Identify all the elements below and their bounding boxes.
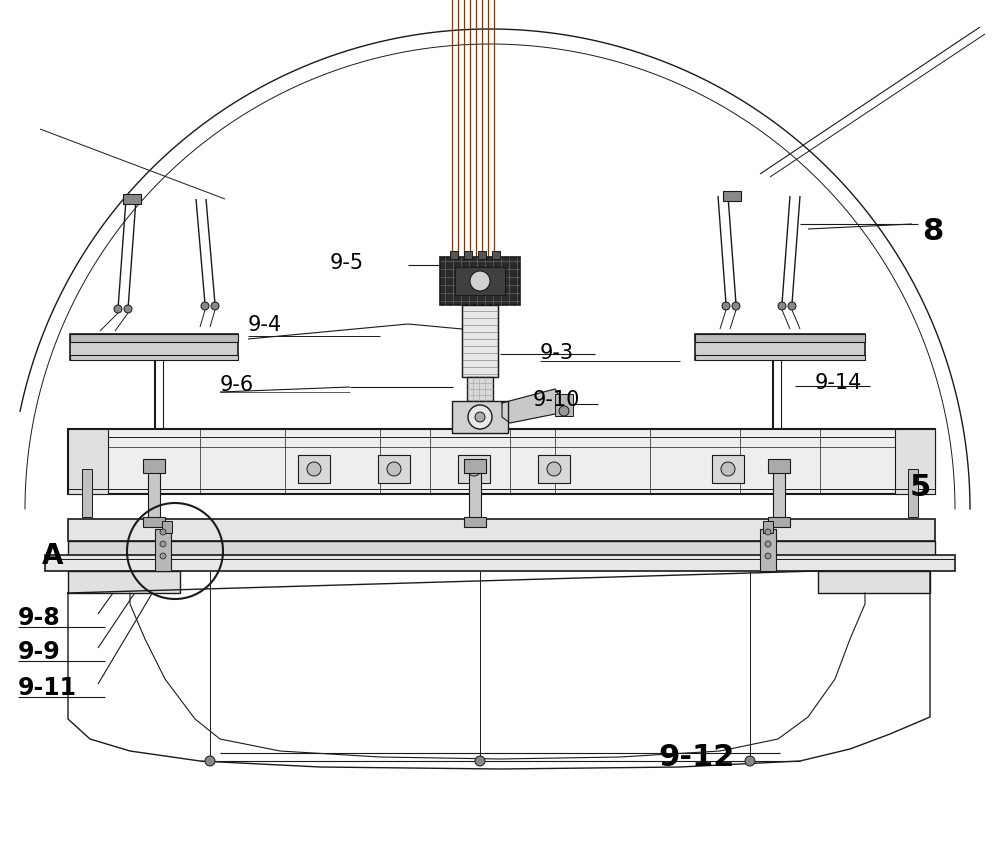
Bar xyxy=(143,459,165,473)
Bar xyxy=(464,459,486,473)
Circle shape xyxy=(547,463,561,476)
Bar xyxy=(773,469,785,524)
Bar xyxy=(155,529,171,571)
Bar xyxy=(378,456,410,484)
Bar xyxy=(763,522,773,533)
Circle shape xyxy=(778,303,786,311)
Bar xyxy=(478,252,486,260)
Bar xyxy=(695,334,865,343)
Bar xyxy=(818,571,930,593)
Text: 9-5: 9-5 xyxy=(330,252,364,273)
Text: A: A xyxy=(42,541,64,570)
Circle shape xyxy=(732,303,740,311)
Bar xyxy=(464,517,486,528)
Bar xyxy=(469,469,481,524)
Circle shape xyxy=(201,303,209,311)
Text: 9-4: 9-4 xyxy=(248,315,282,334)
Circle shape xyxy=(721,463,735,476)
Bar xyxy=(467,377,493,402)
Bar xyxy=(712,456,744,484)
Circle shape xyxy=(475,756,485,766)
Circle shape xyxy=(124,306,132,314)
Bar xyxy=(148,469,160,524)
Text: 9-10: 9-10 xyxy=(533,390,580,409)
Circle shape xyxy=(559,407,569,416)
Circle shape xyxy=(475,413,485,423)
Bar xyxy=(452,402,508,434)
Bar xyxy=(462,306,498,377)
Bar xyxy=(162,522,172,533)
Bar xyxy=(440,257,520,306)
Bar xyxy=(70,334,238,360)
Bar xyxy=(68,430,108,495)
Bar xyxy=(768,517,790,528)
Circle shape xyxy=(765,554,771,560)
Bar xyxy=(695,334,865,360)
Bar xyxy=(695,355,865,360)
Text: 8: 8 xyxy=(922,217,943,246)
Text: 9-8: 9-8 xyxy=(18,605,61,630)
Circle shape xyxy=(114,306,122,314)
Circle shape xyxy=(387,463,401,476)
Bar xyxy=(464,252,472,260)
Bar xyxy=(555,394,573,416)
Text: 5: 5 xyxy=(910,473,931,502)
Text: 9-14: 9-14 xyxy=(815,372,862,392)
Bar xyxy=(908,469,918,517)
Circle shape xyxy=(765,529,771,535)
Bar xyxy=(895,430,935,495)
Bar xyxy=(760,529,776,571)
Circle shape xyxy=(160,529,166,535)
Bar xyxy=(68,571,180,593)
Text: 9-6: 9-6 xyxy=(220,375,254,394)
Text: 9-11: 9-11 xyxy=(18,675,77,699)
Bar xyxy=(70,355,238,360)
Circle shape xyxy=(745,756,755,766)
Bar xyxy=(82,469,92,517)
Bar xyxy=(723,192,741,202)
Bar xyxy=(492,252,500,260)
Circle shape xyxy=(765,541,771,548)
Bar xyxy=(538,456,570,484)
Text: 9-12: 9-12 xyxy=(658,743,734,771)
Bar xyxy=(450,252,458,260)
Bar xyxy=(143,517,165,528)
Circle shape xyxy=(211,303,219,311)
Bar xyxy=(68,430,935,495)
Text: 9-9: 9-9 xyxy=(18,639,61,663)
Circle shape xyxy=(160,541,166,548)
Bar xyxy=(458,456,490,484)
Polygon shape xyxy=(502,390,570,424)
Circle shape xyxy=(788,303,796,311)
Bar xyxy=(298,456,330,484)
Bar xyxy=(123,195,141,205)
Circle shape xyxy=(467,463,481,476)
Circle shape xyxy=(468,405,492,430)
Circle shape xyxy=(470,272,490,292)
Circle shape xyxy=(160,554,166,560)
Bar xyxy=(768,459,790,473)
Bar xyxy=(70,334,238,343)
Text: 9-3: 9-3 xyxy=(540,343,574,363)
Bar xyxy=(45,555,955,571)
Circle shape xyxy=(205,756,215,766)
Bar xyxy=(68,541,935,555)
Circle shape xyxy=(722,303,730,311)
Bar xyxy=(68,519,935,541)
Circle shape xyxy=(307,463,321,476)
Bar xyxy=(455,268,505,295)
